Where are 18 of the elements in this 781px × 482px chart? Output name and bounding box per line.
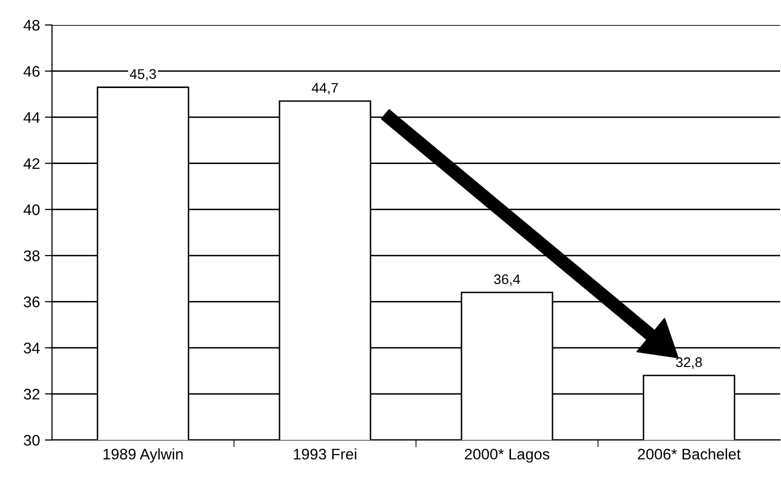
x-tick-label: 1989 Aylwin — [104, 448, 183, 463]
x-tick-label: 2006* Bachelet — [638, 448, 741, 460]
y-tick-label: 32 — [24, 388, 40, 400]
y-tick-label: 40 — [24, 204, 40, 216]
y-tick-label: 44 — [24, 112, 40, 123]
data-label: 36,4 — [494, 274, 520, 286]
y-tick-label: 36 — [24, 296, 40, 308]
data-label: 32,8 — [676, 357, 702, 369]
data-label: 44,7 — [312, 83, 338, 94]
data-label: 45,3 — [130, 69, 156, 81]
y-tick-label: 34 — [24, 342, 40, 354]
y-tick-label: 38 — [24, 250, 40, 262]
y-tick-label: 42 — [24, 158, 40, 169]
y-tick-label: 48 — [24, 20, 40, 31]
x-tick-label: 2000* Lagos — [464, 448, 550, 463]
y-tick-label: 46 — [24, 66, 40, 77]
x-tick-label: 1993 Frei — [294, 448, 356, 460]
y-tick-label: 30 — [24, 434, 40, 446]
